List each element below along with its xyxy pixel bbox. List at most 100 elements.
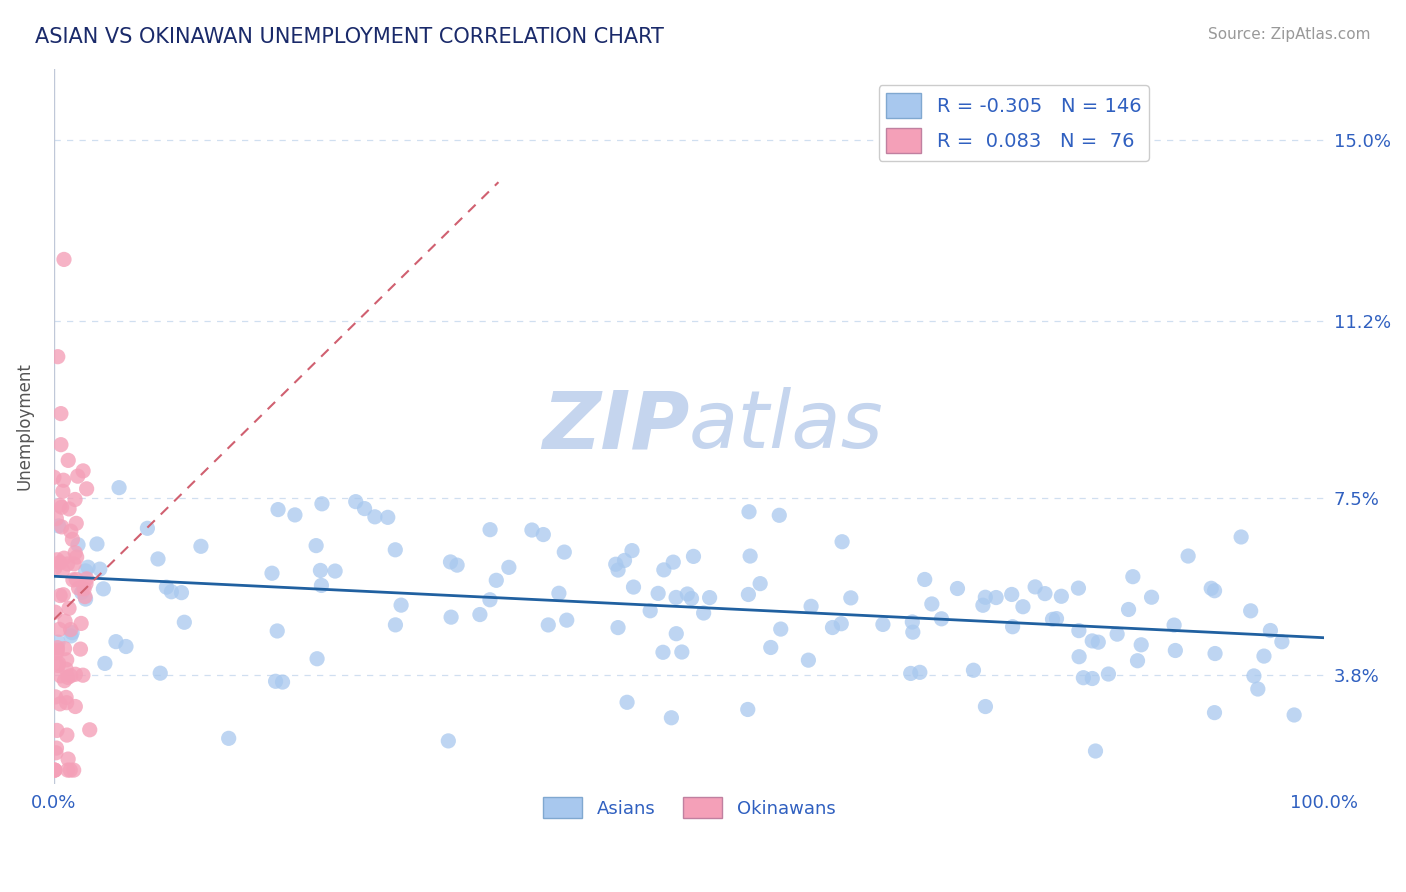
- Point: [46, 643, 69, 657]
- Point: [149, 666, 172, 681]
- Point: [104, 634, 127, 648]
- Point: [548, 586, 571, 600]
- Point: [478, 592, 501, 607]
- Point: [79, 723, 101, 737]
- Point: [661, 711, 683, 725]
- Point: [1024, 580, 1046, 594]
- Point: [1271, 634, 1294, 648]
- Point: [914, 573, 936, 587]
- Point: [872, 617, 894, 632]
- Point: [63, 557, 86, 571]
- Point: [56, 728, 79, 742]
- Point: [485, 574, 508, 588]
- Point: [1073, 671, 1095, 685]
- Point: [831, 534, 853, 549]
- Point: [1204, 647, 1226, 661]
- Point: [900, 666, 922, 681]
- Point: [170, 585, 193, 599]
- Point: [901, 625, 924, 640]
- Point: [311, 578, 333, 592]
- Point: [353, 501, 375, 516]
- Point: [58, 601, 80, 615]
- Point: [94, 657, 117, 671]
- Point: [682, 549, 704, 564]
- Point: [1177, 549, 1199, 563]
- Point: [52, 563, 75, 577]
- Point: [1230, 530, 1253, 544]
- Point: [1118, 602, 1140, 616]
- Point: [58, 453, 80, 467]
- Point: [75, 576, 97, 591]
- Point: [1260, 624, 1282, 638]
- Point: [962, 663, 984, 677]
- Point: [73, 582, 96, 596]
- Point: [555, 613, 578, 627]
- Point: [48, 519, 70, 533]
- Point: [75, 564, 97, 578]
- Point: [136, 521, 159, 535]
- Point: [1126, 654, 1149, 668]
- Point: [49, 407, 72, 421]
- Point: [63, 492, 86, 507]
- Point: [46, 553, 69, 567]
- Point: [311, 497, 333, 511]
- Point: [553, 545, 575, 559]
- Point: [65, 572, 87, 586]
- Point: [45, 690, 67, 704]
- Point: [737, 702, 759, 716]
- Point: [647, 586, 669, 600]
- Point: [1087, 635, 1109, 649]
- Point: [76, 572, 98, 586]
- Point: [46, 350, 69, 364]
- Point: [671, 645, 693, 659]
- Point: [665, 626, 688, 640]
- Point: [901, 615, 924, 629]
- Point: [51, 500, 73, 515]
- Point: [66, 469, 89, 483]
- Point: [638, 604, 661, 618]
- Point: [665, 591, 688, 605]
- Point: [908, 665, 931, 680]
- Point: [93, 582, 115, 596]
- Point: [75, 592, 97, 607]
- Point: [49, 669, 72, 683]
- Point: [1247, 681, 1270, 696]
- Point: [72, 668, 94, 682]
- Point: [160, 584, 183, 599]
- Point: [309, 564, 332, 578]
- Text: Source: ZipAtlas.com: Source: ZipAtlas.com: [1208, 27, 1371, 42]
- Point: [42, 470, 65, 484]
- Point: [62, 573, 84, 587]
- Point: [830, 616, 852, 631]
- Point: [45, 511, 67, 525]
- Point: [49, 556, 72, 570]
- Y-axis label: Unemployment: Unemployment: [15, 362, 32, 491]
- Point: [76, 482, 98, 496]
- Point: [479, 523, 502, 537]
- Point: [115, 640, 138, 654]
- Point: [65, 516, 87, 531]
- Point: [70, 616, 93, 631]
- Point: [55, 662, 77, 676]
- Point: [972, 599, 994, 613]
- Point: [605, 558, 627, 572]
- Point: [60, 625, 83, 640]
- Point: [173, 615, 195, 630]
- Point: [974, 699, 997, 714]
- Point: [70, 585, 93, 599]
- Point: [59, 763, 82, 777]
- Point: [662, 555, 685, 569]
- Point: [46, 640, 69, 655]
- Point: [1282, 708, 1305, 723]
- Point: [155, 580, 177, 594]
- Point: [53, 673, 76, 688]
- Point: [56, 670, 79, 684]
- Point: [440, 610, 463, 624]
- Point: [692, 606, 714, 620]
- Point: [77, 560, 100, 574]
- Point: [69, 642, 91, 657]
- Point: [800, 599, 823, 614]
- Point: [86, 537, 108, 551]
- Point: [44, 763, 66, 777]
- Point: [1012, 599, 1035, 614]
